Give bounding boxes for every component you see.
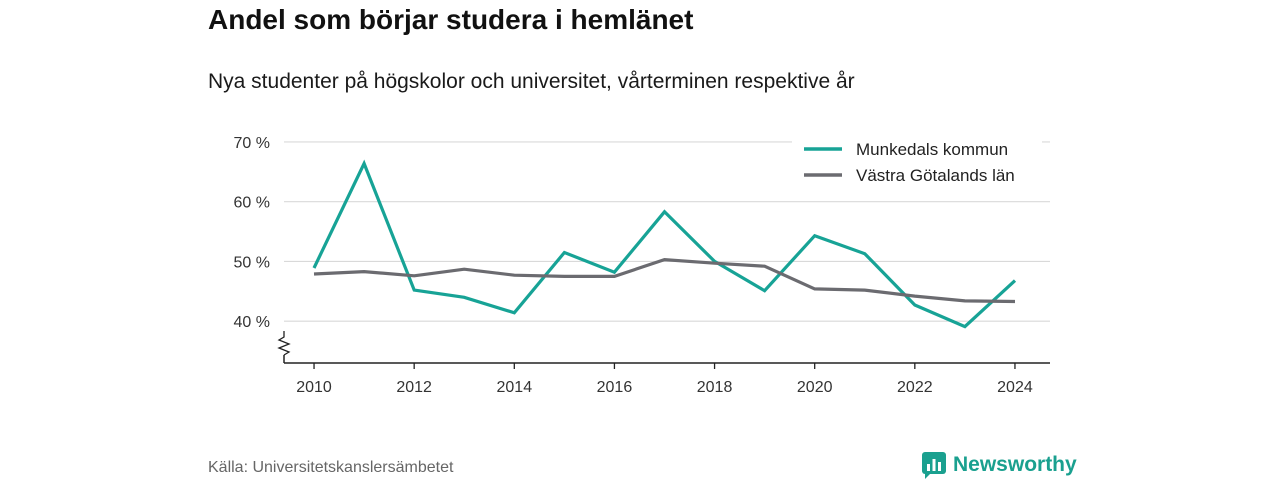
chart-subtitle: Nya studenter på högskolor och universit… xyxy=(208,70,855,93)
newsworthy-logo-icon xyxy=(922,452,946,479)
x-tick-label: 2010 xyxy=(296,379,332,396)
chart-title: Andel som börjar studera i hemlänet xyxy=(208,4,694,35)
legend-label: Västra Götalands län xyxy=(856,166,1015,185)
x-tick-label: 2012 xyxy=(396,379,432,396)
y-axis-ticks: 40 % 50 % 60 % 70 % xyxy=(234,135,270,331)
axis-break-icon xyxy=(277,331,291,356)
series-lines xyxy=(312,159,1017,329)
x-axis: 2010 2012 2014 2016 2018 2020 2022 2024 xyxy=(277,331,1050,396)
series-line-vastra-gotalands-lan xyxy=(313,257,1016,304)
legend-label: Munkedals kommun xyxy=(856,140,1008,159)
y-tick-label: 50 % xyxy=(234,254,270,271)
x-tick-label: 2024 xyxy=(997,379,1033,396)
legend-background xyxy=(792,132,1042,194)
brand-name: Newsworthy xyxy=(953,453,1077,476)
x-tick-label: 2014 xyxy=(497,379,533,396)
x-tick-label: 2020 xyxy=(797,379,833,396)
brand: Newsworthy xyxy=(921,450,1077,480)
legend: Munkedals kommun Västra Götalands län xyxy=(792,132,1042,194)
y-tick-label: 70 % xyxy=(234,135,270,152)
source-note: Källa: Universitetskanslersämbetet xyxy=(208,459,454,476)
series-line-munkedals-kommun xyxy=(312,159,1017,329)
y-tick-label: 40 % xyxy=(234,314,270,331)
y-tick-label: 60 % xyxy=(234,195,270,212)
x-tick-label: 2018 xyxy=(697,379,733,396)
x-tick-label: 2016 xyxy=(597,379,633,396)
x-tick-label: 2022 xyxy=(897,379,933,396)
